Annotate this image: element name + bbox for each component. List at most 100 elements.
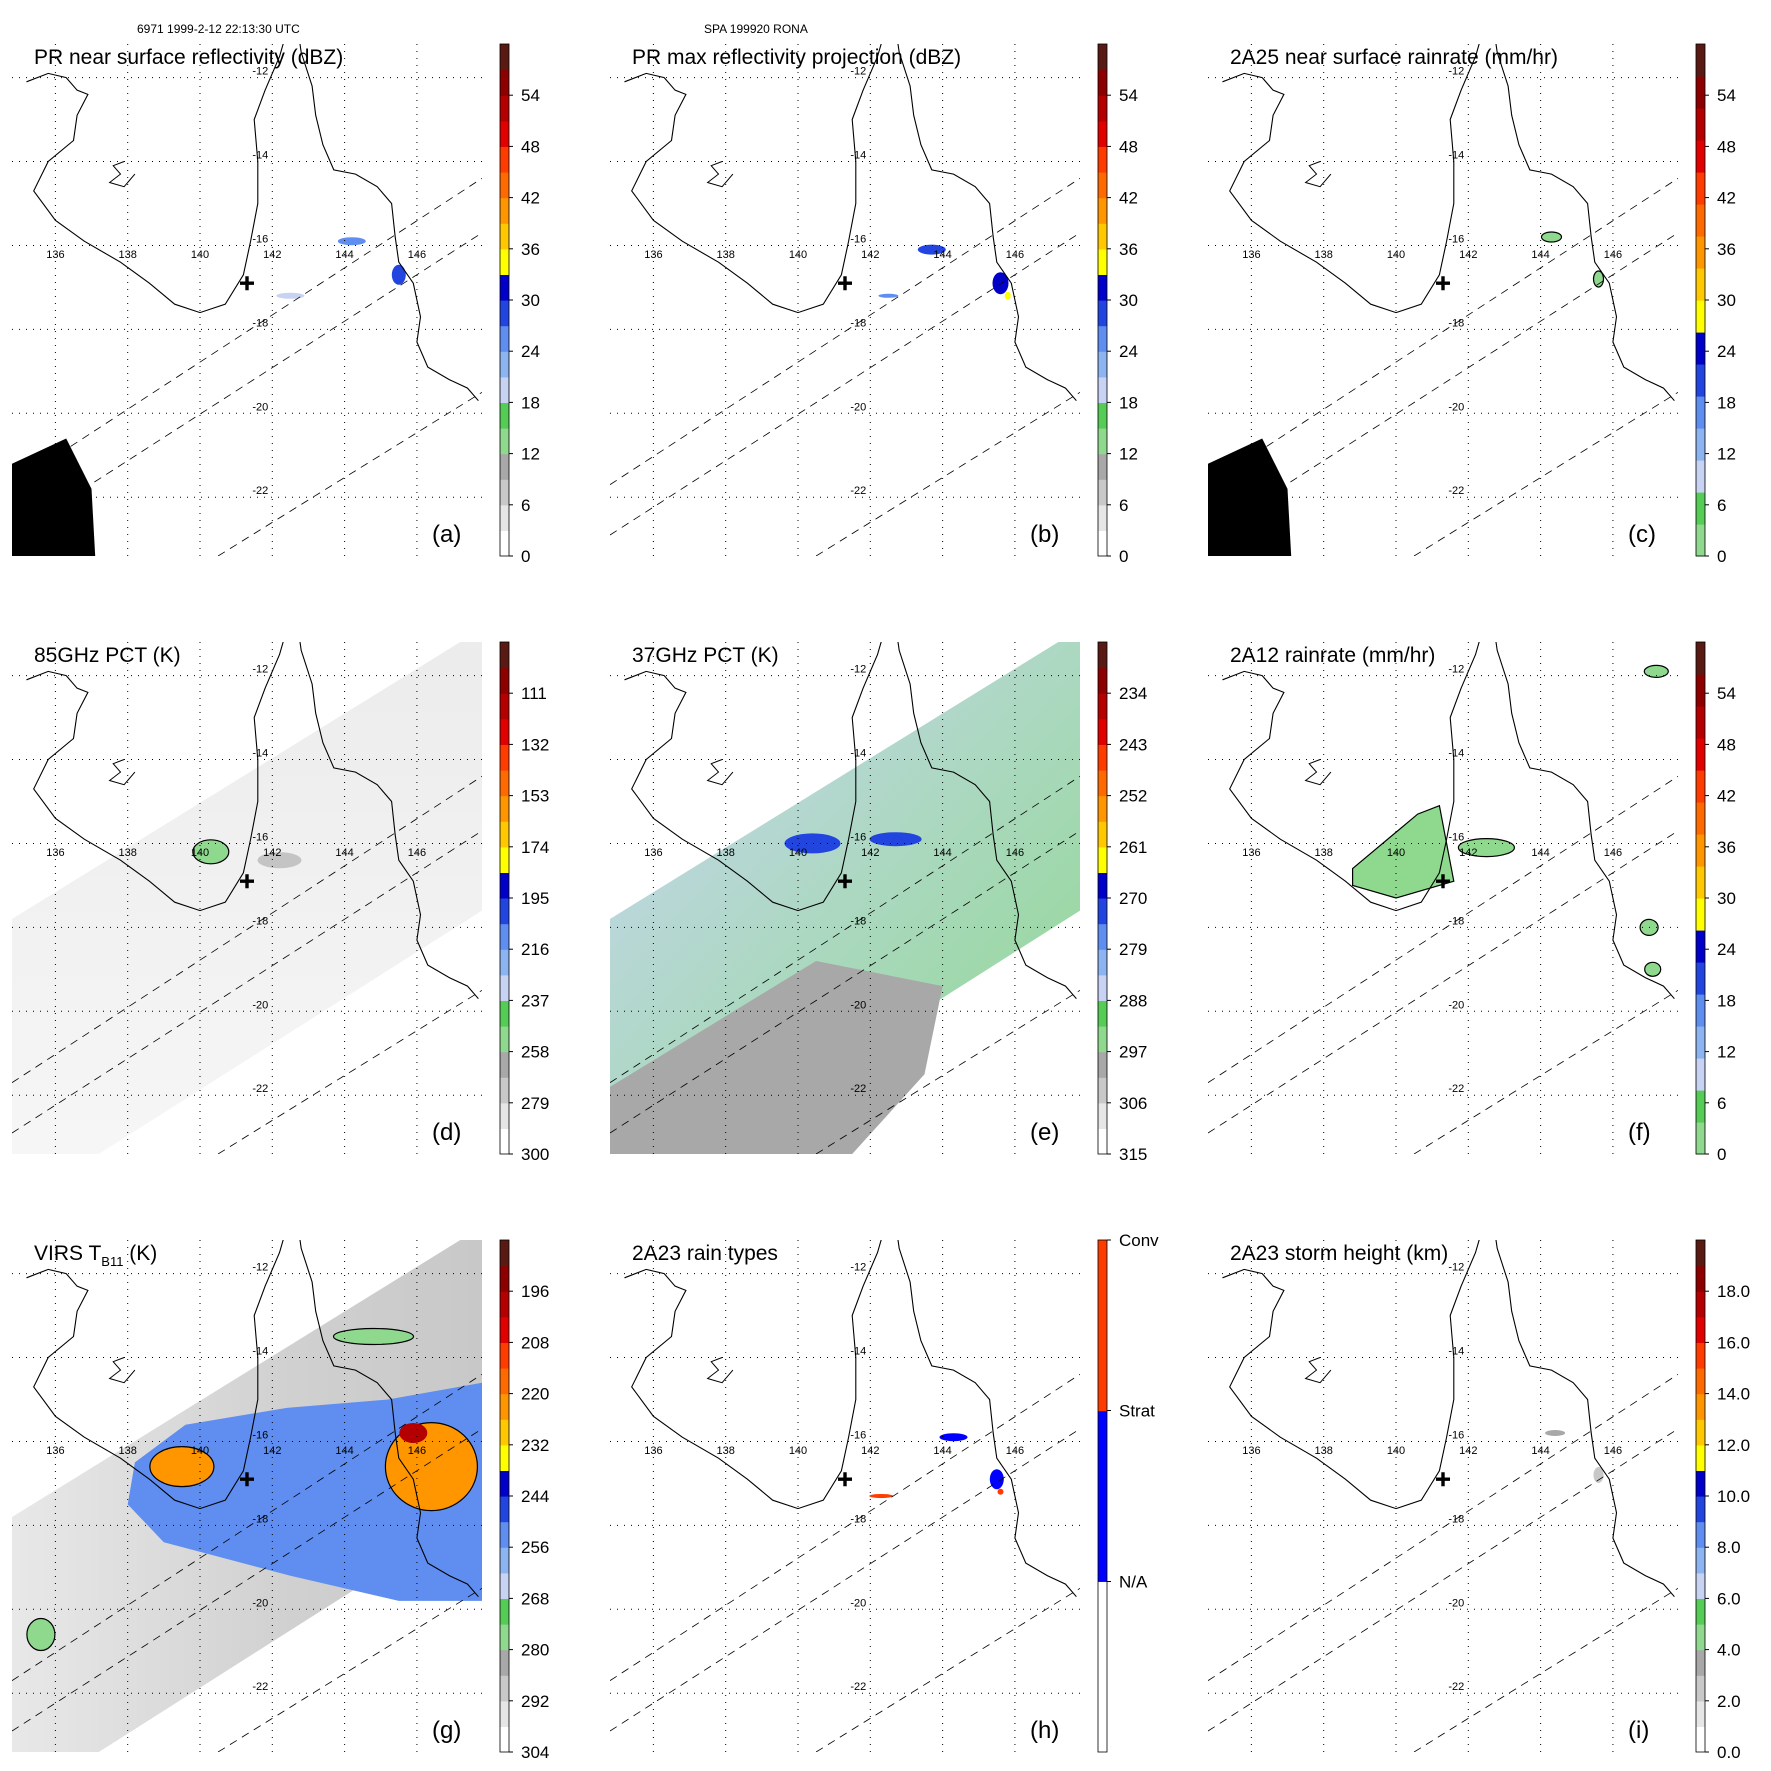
colorbar-bin: [500, 223, 509, 250]
colorbar-bin: [500, 872, 509, 899]
colorbar-bin: [500, 1624, 509, 1651]
swath-edge-line: [610, 775, 1080, 1083]
lon-label: 136: [46, 847, 64, 859]
colorbar-bin: [500, 1700, 509, 1727]
colorbar-bin: [500, 1128, 509, 1155]
lon-label: 144: [1531, 847, 1549, 859]
colorbar-bin: [1696, 1496, 1705, 1523]
swath-edge-line: [1208, 1373, 1678, 1681]
lon-label: 138: [717, 249, 735, 261]
colorbar-tick-label: 18: [1717, 393, 1736, 412]
colorbar-bin: [500, 1598, 509, 1625]
lat-label: -20: [850, 401, 866, 413]
lon-label: 140: [1387, 1445, 1405, 1457]
storm-height-echo: [1593, 1467, 1604, 1483]
colorbar-bin: [1098, 770, 1107, 797]
colorbar-bin: [1098, 223, 1107, 250]
lon-label: 146: [1604, 249, 1622, 261]
lat-label: -14: [850, 1346, 866, 1358]
colorbar-bin: [1696, 524, 1705, 557]
colorbar-bin: [1696, 738, 1705, 771]
echo-cluster: [276, 292, 305, 299]
lat-label: -18: [1448, 317, 1464, 329]
colorbar-bin: [500, 325, 509, 352]
colorbar-bin: [1098, 530, 1107, 557]
echo-cluster: [878, 293, 899, 298]
colorbar-tick-label: 256: [521, 1538, 549, 1557]
lat-label: -16: [850, 1429, 866, 1441]
colorbar-bin: [500, 1726, 509, 1753]
lat-label: -18: [1448, 1513, 1464, 1525]
lon-label: 140: [191, 847, 209, 859]
colorbar-bin: [1696, 1700, 1705, 1727]
colorbar-c: 54 48 42 36 30 24 18 12 6 0: [1695, 43, 1736, 566]
coastline: [624, 642, 1077, 1000]
colorbar-bin: [500, 44, 509, 71]
colorbar-bin: [1098, 1051, 1107, 1078]
panel-d: 136 138 140 142 144 146 -12 -14 -16 -18 -20 -22 85GH…: [12, 642, 482, 1154]
lat-label: -16: [850, 233, 866, 245]
lat-label: -12: [850, 1262, 866, 1274]
colorbar-bin: [1098, 1077, 1107, 1104]
lon-label: 138: [1315, 847, 1333, 859]
colorbar-bin: [1098, 1000, 1107, 1027]
colorbar-bin: [1696, 1316, 1705, 1343]
lon-label: 146: [408, 847, 426, 859]
colorbar-tick-label: 4.0: [1717, 1641, 1741, 1660]
colorbar-tick-label: 48: [521, 137, 540, 156]
lat-label: -22: [252, 485, 268, 497]
colorbar-bin: [500, 1521, 509, 1548]
swath-edge-line: [610, 232, 1080, 536]
colorbar-tick-label: 306: [1119, 1094, 1147, 1113]
low-pct-region: [869, 832, 922, 847]
swath-edge-line: [217, 989, 482, 1154]
colorbar-frame: [1097, 1239, 1108, 1753]
colorbar-tick-label: 195: [521, 889, 549, 908]
colorbar-bin: [500, 1026, 509, 1053]
cold-cloud: [127, 1382, 482, 1601]
colorbar-tick-label: 12: [1717, 1043, 1736, 1062]
lon-label: 142: [263, 1445, 281, 1457]
swath-edge-line: [12, 232, 482, 536]
swath-edge-line: [12, 177, 482, 485]
panel-label: (g): [432, 1717, 461, 1744]
coastline-island: [706, 759, 734, 786]
colorbar-tick-label: 220: [521, 1385, 549, 1404]
swath-edge-line: [1413, 391, 1678, 556]
lat-label: -16: [1448, 831, 1464, 843]
panel-g: 136 138 140 142 144 146 -12 -14 -16 -18 -20 -22 VIRS…: [12, 1240, 482, 1752]
swath-edge-line: [610, 1428, 1080, 1732]
colorbar-tick-label: 0: [521, 547, 530, 566]
lon-label: 140: [1387, 249, 1405, 261]
colorbar-bin: [1696, 706, 1705, 739]
scatter-region: [257, 852, 302, 869]
cloud-edge: [332, 1327, 415, 1346]
rain-area: [1540, 231, 1563, 243]
colorbar-bin: [1098, 846, 1107, 873]
colorbar-tick-label: 234: [1119, 684, 1147, 703]
colorbar-tick-label: 54: [1119, 86, 1138, 105]
colorbar-bin: [1696, 1419, 1705, 1446]
colorbar-tick-label: 54: [1717, 684, 1736, 703]
panel-f: 136 138 140 142 144 146 -12 -14 -16 -18 -20 -22 2A12…: [1208, 642, 1678, 1154]
colorbar-bin: [500, 1265, 509, 1292]
lon-label: 144: [335, 847, 353, 859]
colorbar-bin: [500, 1102, 509, 1129]
lat-label: -20: [252, 1597, 268, 1609]
colorbar-bin: [1098, 376, 1107, 403]
colorbar-bin: [1098, 795, 1107, 822]
colorbar-bin: [1098, 718, 1107, 745]
echo-cluster: [992, 272, 1009, 295]
colorbar-bin: [1098, 693, 1107, 720]
colorbar-bin: [1098, 197, 1107, 224]
lon-label: 136: [1242, 1445, 1260, 1457]
colorbar-bin: [500, 95, 509, 122]
colorbar-f: 54 48 42 36 30 24 18 12 6 0: [1695, 641, 1736, 1164]
lon-label: 142: [263, 847, 281, 859]
colorbar-bin: [500, 1444, 509, 1471]
colorbar-tick-label: 0: [1119, 547, 1128, 566]
lat-label: -12: [252, 66, 268, 78]
colorbar-bin: [500, 1496, 509, 1523]
cloud-edge: [26, 1617, 56, 1652]
colorbar-tick-label: 258: [521, 1043, 549, 1062]
